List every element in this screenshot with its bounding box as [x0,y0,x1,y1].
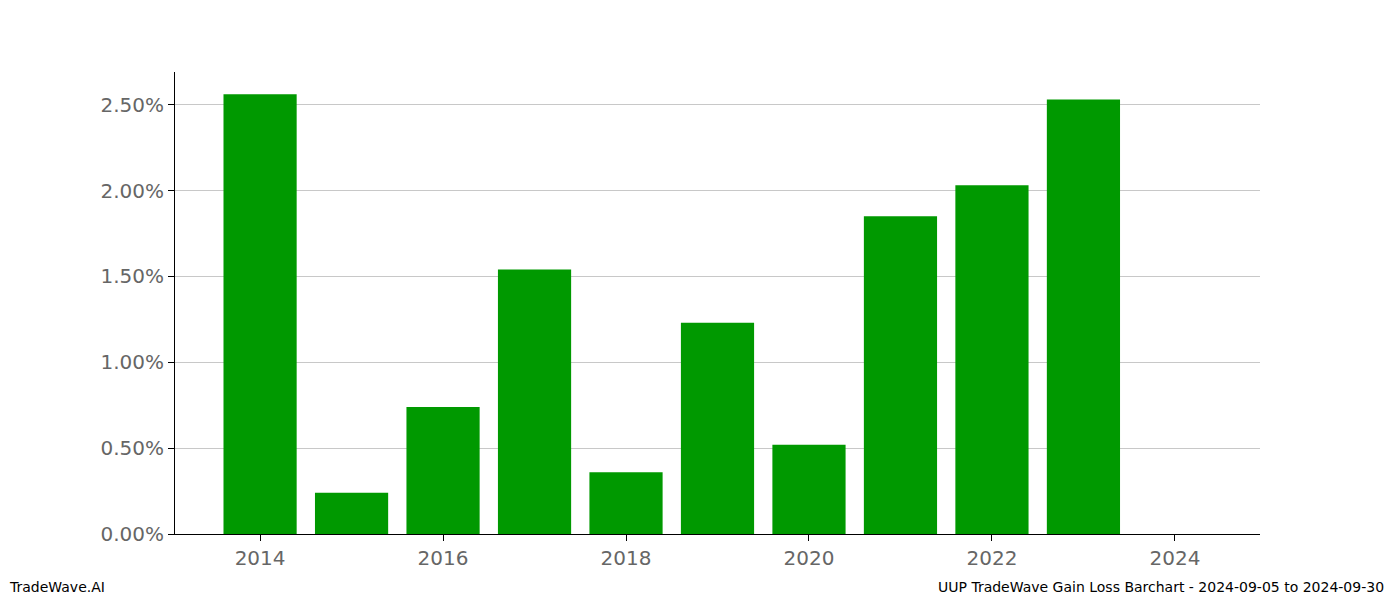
svg-text:2024: 2024 [1149,546,1200,570]
svg-text:0.50%: 0.50% [100,436,164,460]
svg-text:2018: 2018 [601,546,652,570]
svg-text:1.50%: 1.50% [100,264,164,288]
svg-text:2.00%: 2.00% [100,179,164,203]
svg-text:2014: 2014 [235,546,286,570]
svg-text:0.00%: 0.00% [100,522,164,546]
svg-text:2022: 2022 [966,546,1017,570]
svg-text:2020: 2020 [784,546,835,570]
svg-text:1.00%: 1.00% [100,350,164,374]
svg-text:TradeWave.AI: TradeWave.AI [9,579,105,595]
svg-text:UUP TradeWave Gain Loss Barcha: UUP TradeWave Gain Loss Barchart - 2024-… [938,579,1384,595]
svg-text:2016: 2016 [418,546,469,570]
svg-text:2.50%: 2.50% [100,93,164,117]
